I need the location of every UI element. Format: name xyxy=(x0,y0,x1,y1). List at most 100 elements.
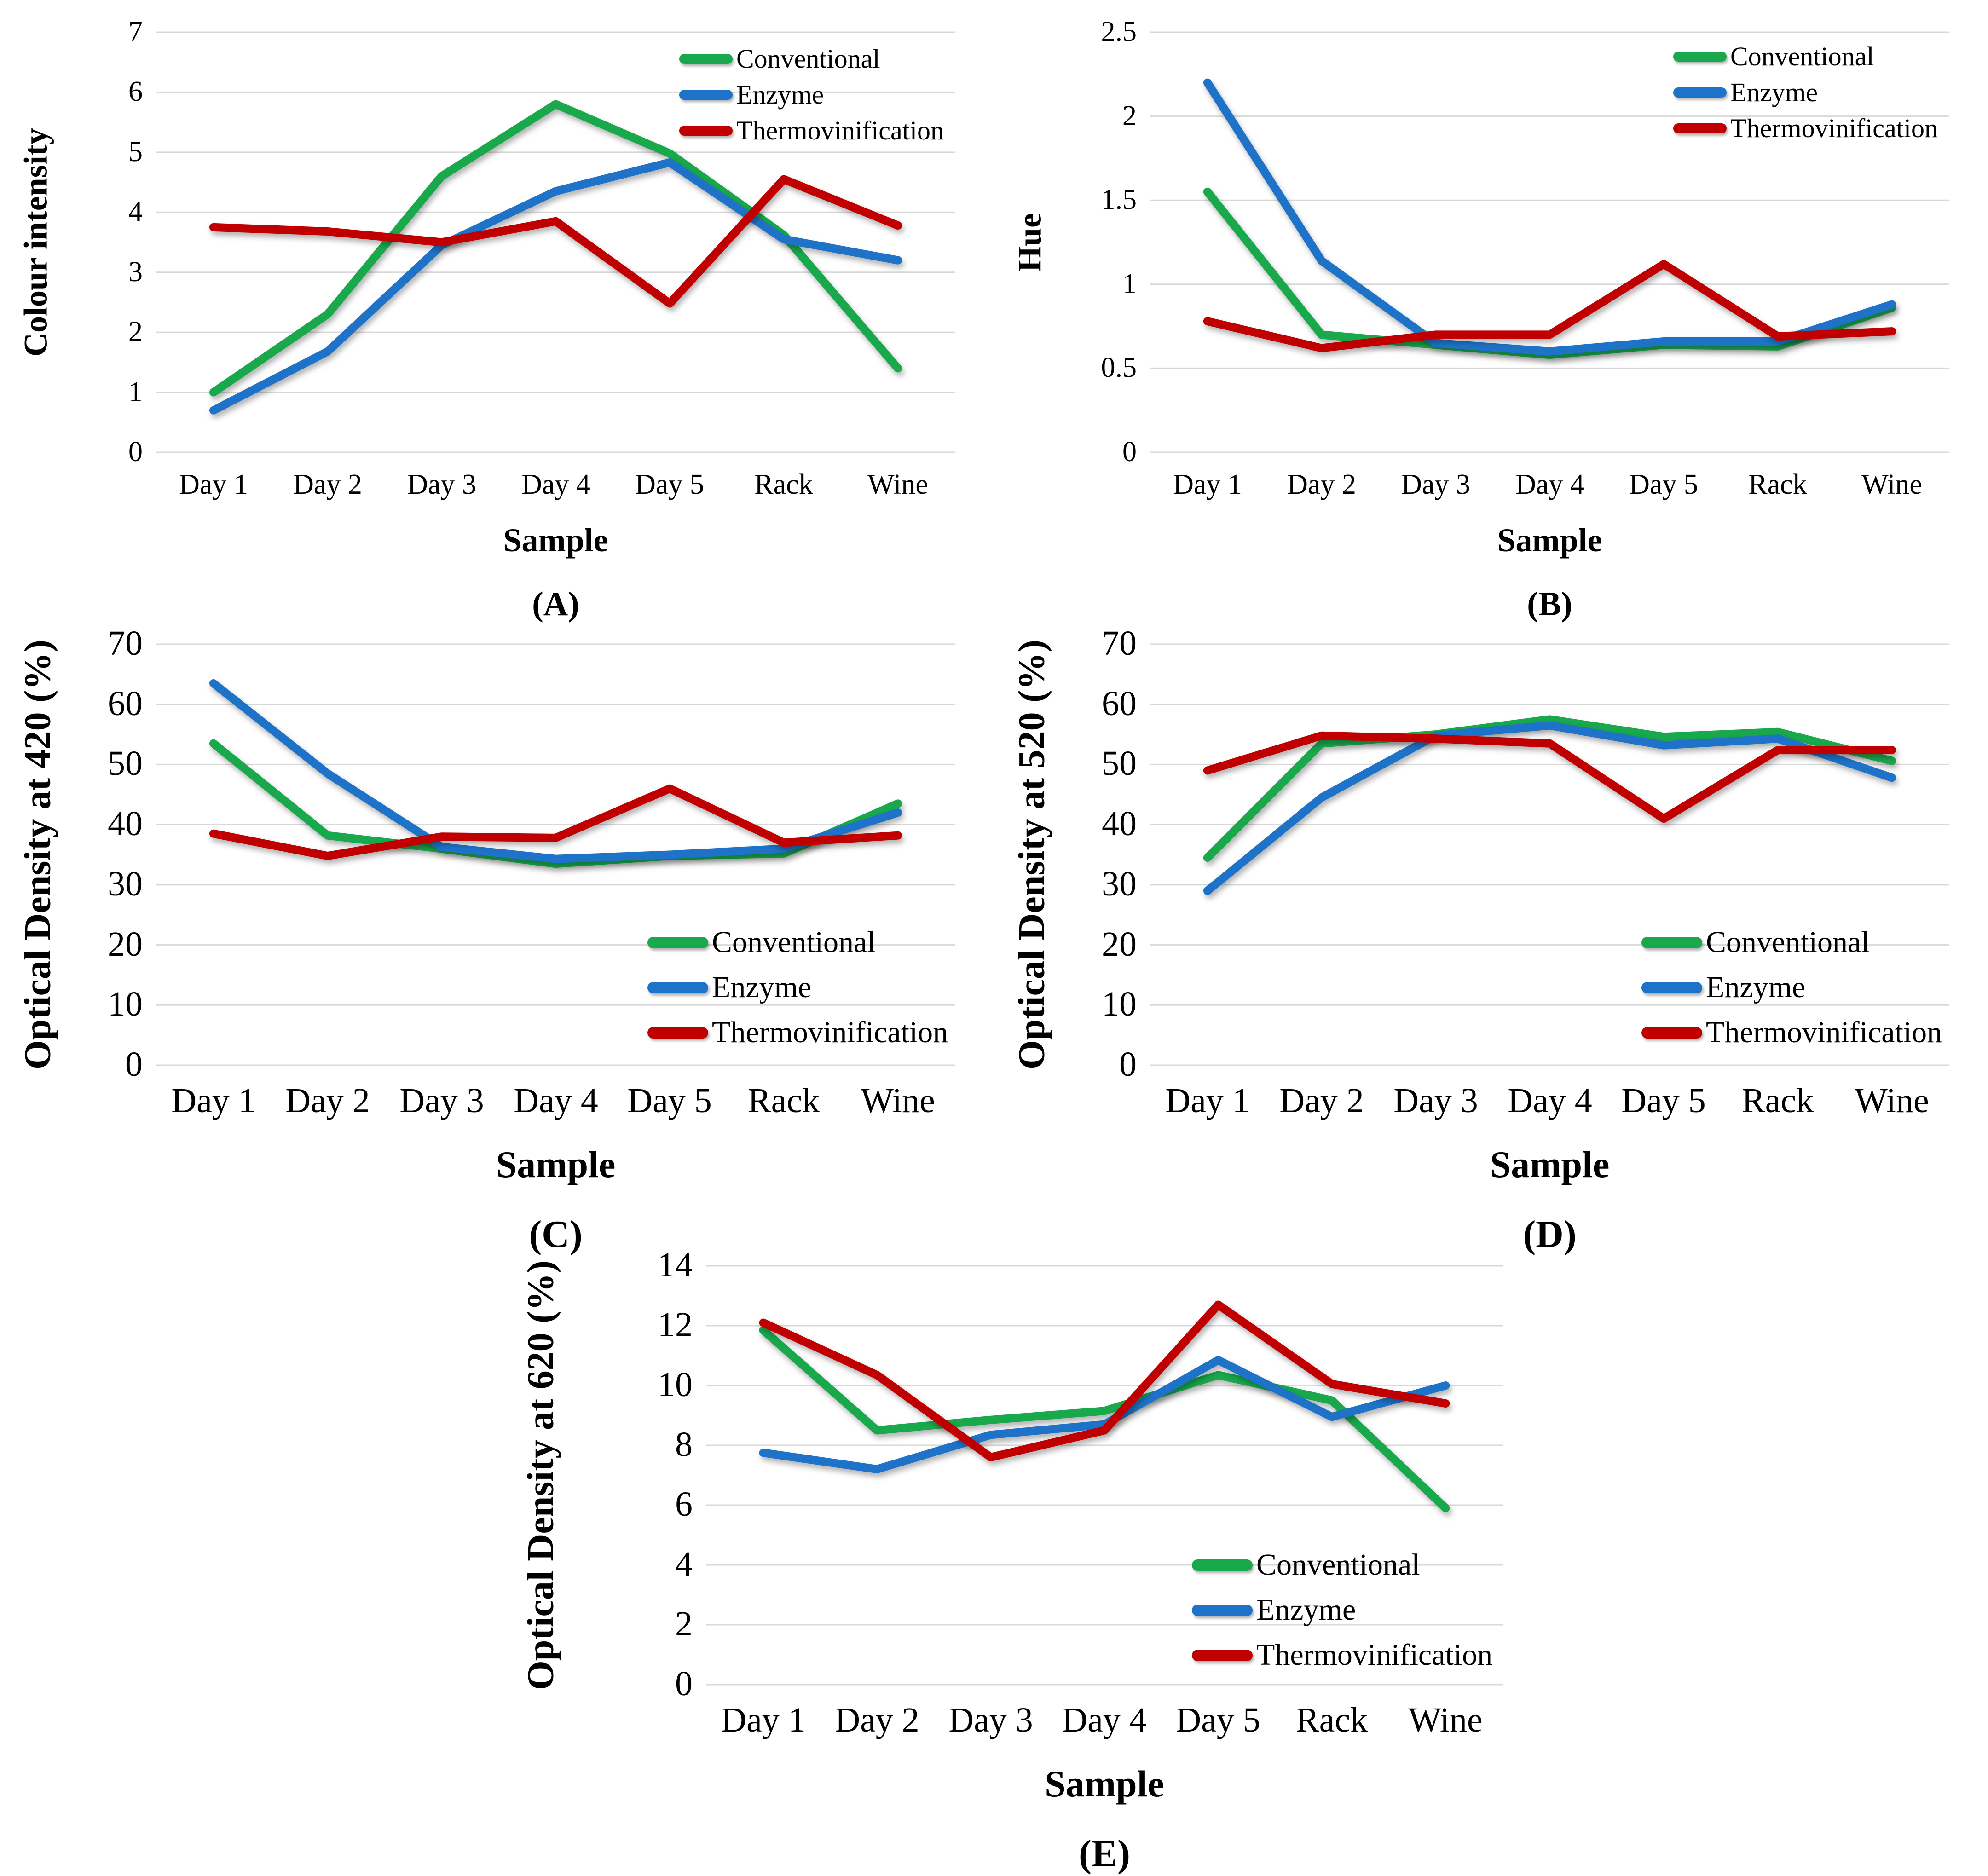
legend-swatch-conventional xyxy=(1673,52,1727,62)
y-tick-label: 70 xyxy=(1102,624,1137,663)
y-tick-label: 2.5 xyxy=(1101,16,1137,47)
x-tick-label-day-5: Day 5 xyxy=(627,1081,712,1120)
x-tick-label-day-2: Day 2 xyxy=(1279,1081,1364,1120)
x-tick-label-rack: Rack xyxy=(1741,1081,1814,1120)
legend-item-conventional: Conventional xyxy=(647,920,948,965)
y-tick-label: 60 xyxy=(1102,684,1137,723)
series-line-enzyme xyxy=(209,158,902,415)
legend-swatch-enzyme xyxy=(1192,1604,1253,1616)
x-tick-label-wine: Wine xyxy=(1408,1701,1483,1739)
y-tick-label: 6 xyxy=(128,76,143,108)
legend-swatch-conventional xyxy=(647,936,708,948)
legend-item-thermovinification: Thermovinification xyxy=(1641,1010,1942,1055)
legend-item-conventional: Conventional xyxy=(1192,1542,1492,1587)
y-tick-label: 12 xyxy=(658,1305,693,1344)
legend-item-conventional: Conventional xyxy=(1641,920,1942,965)
y-tick-label: 3 xyxy=(128,256,143,288)
x-tick-label-rack: Rack xyxy=(754,469,813,500)
y-tick-label: 0 xyxy=(675,1664,693,1703)
x-tick-label-day-4: Day 4 xyxy=(521,469,590,500)
series-line-thermovinification xyxy=(209,784,902,860)
legend-label-enzyme: Enzyme xyxy=(1706,970,1806,1004)
legend-label-conventional: Conventional xyxy=(1730,41,1874,71)
x-tick-label-day-2: Day 2 xyxy=(835,1701,919,1739)
legend-label-conventional: Conventional xyxy=(1256,1548,1420,1582)
y-tick-label: 1 xyxy=(128,376,143,408)
legend-swatch-thermovinification xyxy=(679,126,733,136)
y-tick-label: 10 xyxy=(1102,985,1137,1024)
legend-item-conventional: Conventional xyxy=(1673,39,1938,75)
legend-item-thermovinification: Thermovinification xyxy=(1192,1633,1492,1678)
legend-b: Conventional Enzyme Thermovinification xyxy=(1673,39,1938,146)
legend-label-conventional: Conventional xyxy=(1706,925,1870,959)
x-tick-label-rack: Rack xyxy=(1295,1701,1368,1739)
legend-label-thermovinification: Thermovinification xyxy=(736,115,944,145)
legend-label-conventional: Conventional xyxy=(736,44,880,74)
x-tick-label-wine: Wine xyxy=(867,469,928,500)
legend-swatch-enzyme xyxy=(1673,87,1727,98)
chart-panel-d: Optical Density at 520 (%) 0 10 20 30 40 50 60 7… xyxy=(999,617,1988,1256)
legend-swatch-thermovinification xyxy=(1192,1649,1253,1661)
x-tick-label-day-1: Day 1 xyxy=(179,469,248,500)
legend-label-thermovinification: Thermovinification xyxy=(1730,113,1938,143)
series-line-thermovinification xyxy=(1203,731,1896,823)
x-tick-label-day-1: Day 1 xyxy=(171,1081,256,1120)
y-tick-label: 2 xyxy=(128,316,143,348)
y-tick-label: 0.5 xyxy=(1101,352,1137,384)
legend-swatch-enzyme xyxy=(1641,981,1702,993)
series-line-conventional xyxy=(759,1326,1450,1512)
y-tick-label: 0 xyxy=(128,436,143,468)
legend-item-enzyme: Enzyme xyxy=(1641,965,1942,1010)
x-tick-label-day-4: Day 4 xyxy=(514,1081,598,1120)
legend-swatch-conventional xyxy=(1641,936,1702,948)
x-tick-label-day-3: Day 3 xyxy=(399,1081,484,1120)
series-line-enzyme xyxy=(1203,721,1896,895)
y-tick-label: 20 xyxy=(108,924,143,964)
legend-swatch-thermovinification xyxy=(1641,1027,1702,1039)
legend-a: Conventional Enzyme Thermovinification xyxy=(679,41,944,149)
legend-item-thermovinification: Thermovinification xyxy=(679,113,944,149)
legend-label-thermovinification: Thermovinification xyxy=(712,1016,948,1049)
legend-e: Conventional Enzyme Thermovinification xyxy=(1192,1542,1492,1678)
plot-area-d xyxy=(1150,643,1949,1066)
y-axis-title-e: Optical Density at 620 (%) xyxy=(519,1260,561,1690)
x-tick-label-day-5: Day 5 xyxy=(1621,1081,1706,1120)
x-tick-label-day-4: Day 4 xyxy=(1062,1701,1147,1739)
x-axis-title-b: Sample xyxy=(1497,522,1602,559)
legend-swatch-conventional xyxy=(679,54,733,64)
x-tick-label-wine: Wine xyxy=(1855,1081,1929,1120)
plot-area-a xyxy=(156,31,955,453)
legend-label-thermovinification: Thermovinification xyxy=(1256,1638,1493,1672)
x-tick-label-day-5: Day 5 xyxy=(1176,1701,1260,1739)
x-tick-label-day-2: Day 2 xyxy=(1287,469,1356,500)
y-tick-label: 6 xyxy=(675,1485,693,1524)
y-tick-label: 30 xyxy=(1102,864,1137,903)
series-line-thermovinification xyxy=(209,175,902,308)
legend-label-enzyme: Enzyme xyxy=(712,970,812,1004)
series-line-thermovinification xyxy=(1203,260,1896,352)
y-tick-label: 40 xyxy=(108,804,143,843)
series-line-thermovinification xyxy=(759,1300,1450,1461)
legend-item-thermovinification: Thermovinification xyxy=(1673,110,1938,146)
y-tick-label: 7 xyxy=(128,16,143,47)
legend-swatch-enzyme xyxy=(679,90,733,100)
y-tick-label: 60 xyxy=(108,684,143,723)
legend-label-enzyme: Enzyme xyxy=(1256,1593,1356,1627)
legend-label-thermovinification: Thermovinification xyxy=(1706,1016,1942,1049)
x-tick-label-day-5: Day 5 xyxy=(1629,469,1698,500)
y-tick-label: 0 xyxy=(1122,436,1137,468)
legend-c: Conventional Enzyme Thermovinification xyxy=(647,920,948,1055)
panel-caption-a: (A) xyxy=(532,585,579,623)
y-tick-label: 50 xyxy=(108,744,143,783)
legend-swatch-conventional xyxy=(1192,1559,1253,1571)
x-axis-title-d: Sample xyxy=(1490,1143,1610,1185)
chart-panel-b: Hue 0 0.5 1 1.5 2 2.5 Day 1 Day 2 Day 3 Day 4 Day 5… xyxy=(999,4,1988,623)
legend-label-conventional: Conventional xyxy=(712,925,876,959)
x-tick-label-rack: Rack xyxy=(1748,469,1807,500)
legend-swatch-enzyme xyxy=(647,981,708,993)
panel-caption-d: (D) xyxy=(1523,1213,1577,1256)
legend-item-enzyme: Enzyme xyxy=(679,77,944,113)
chart-panel-c: Optical Density at 420 (%) 0 10 20 30 40 50 60 7… xyxy=(5,617,994,1256)
